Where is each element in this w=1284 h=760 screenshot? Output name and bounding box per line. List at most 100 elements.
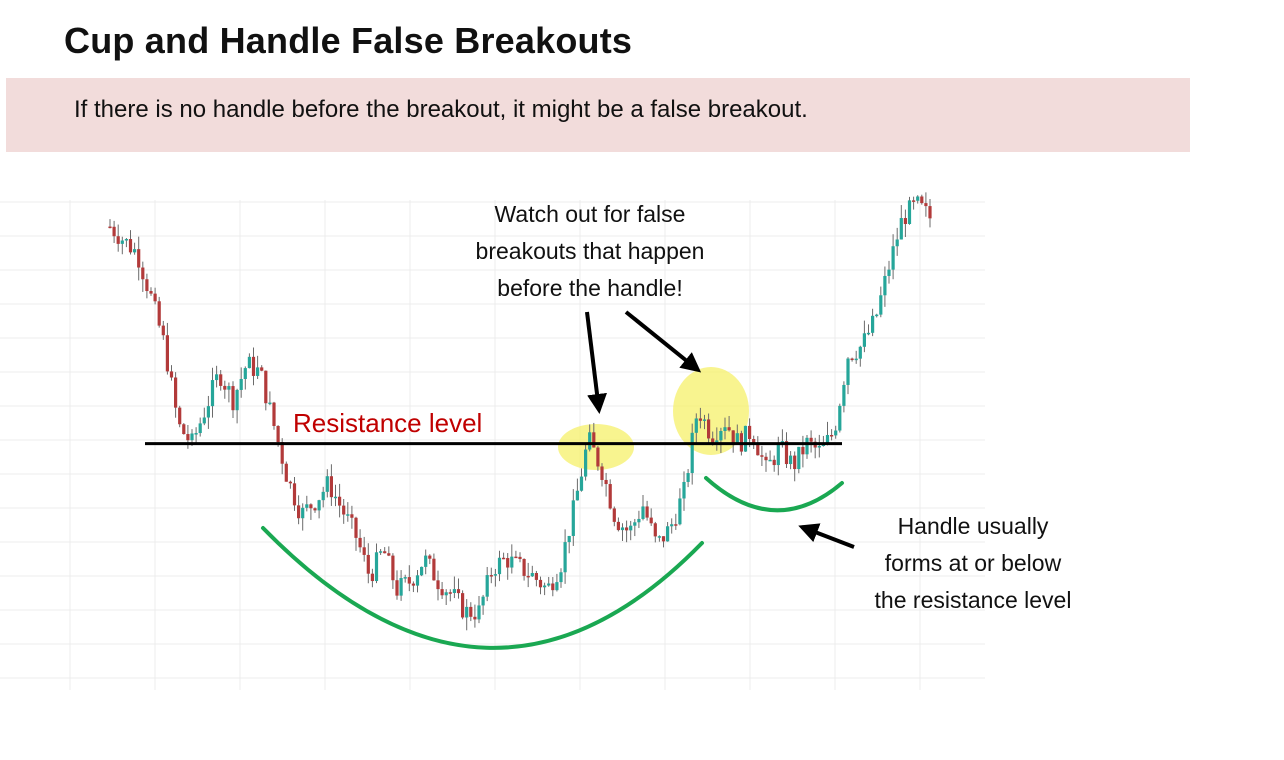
candle-body <box>247 356 251 369</box>
candle-body <box>239 378 243 390</box>
candle-body <box>895 239 899 247</box>
candle-body <box>403 577 407 579</box>
candle-body <box>916 196 920 201</box>
candle-body <box>354 517 358 538</box>
candle-body <box>653 523 657 537</box>
candle-body <box>428 555 432 559</box>
candle-body <box>670 524 674 527</box>
candle-body <box>772 459 776 466</box>
candle-body <box>268 402 272 405</box>
candle-body <box>789 455 793 465</box>
candle-body <box>817 446 821 448</box>
candle-body <box>879 295 883 315</box>
candle-body <box>698 418 702 421</box>
candle-body <box>567 535 571 543</box>
candle-body <box>157 301 161 326</box>
candle-body <box>854 358 858 361</box>
candle-body <box>690 432 694 474</box>
candle-body <box>288 481 292 484</box>
candle-body <box>883 275 887 296</box>
candle-body <box>555 582 559 591</box>
candle-body <box>547 583 551 586</box>
resistance-level-label: Resistance level <box>293 408 483 438</box>
candle-body <box>579 476 584 491</box>
candle-body <box>530 573 534 577</box>
candle-body <box>682 481 686 499</box>
candle-body <box>502 557 506 560</box>
candle-body <box>301 507 305 519</box>
candle-body <box>489 575 493 577</box>
candle-body <box>161 325 165 336</box>
candle-body <box>493 574 497 576</box>
candle-body <box>608 484 612 509</box>
candle-body <box>645 506 649 518</box>
candle-body <box>202 417 206 424</box>
candle-body <box>469 606 473 617</box>
candle-body <box>592 432 596 448</box>
candle-body <box>514 556 518 559</box>
candle-body <box>272 402 276 426</box>
candle-body <box>871 315 875 333</box>
candle-body <box>612 508 616 522</box>
candle-body <box>858 346 862 359</box>
candle-body <box>370 573 374 582</box>
false-breakout-note-line: Watch out for false <box>494 201 686 227</box>
candle-body <box>210 380 215 407</box>
candle-body <box>219 374 223 386</box>
candle-body <box>420 566 424 576</box>
candle-body <box>137 249 141 268</box>
candle-body <box>190 433 194 441</box>
candle-body <box>891 246 895 270</box>
candle-body <box>575 490 579 501</box>
handle-arc <box>704 476 844 513</box>
candle-body <box>128 239 133 253</box>
candle-body <box>112 226 116 237</box>
candle-body <box>534 573 538 580</box>
arrow-false-breakout-1 <box>585 311 607 414</box>
arrow-false-breakout-2 <box>624 310 702 373</box>
candle-body <box>625 527 629 531</box>
candle-body <box>452 589 456 593</box>
candle-body <box>432 558 436 581</box>
handle-note-line: the resistance level <box>874 587 1072 613</box>
candle-body <box>748 425 752 439</box>
candle-body <box>641 506 645 519</box>
candle-body <box>407 577 411 584</box>
candle-body <box>571 500 575 536</box>
candle-body <box>477 605 481 620</box>
candle-body <box>153 293 157 302</box>
candle-body <box>842 384 846 406</box>
candle-body <box>743 425 748 452</box>
candle-body <box>256 367 260 376</box>
candle-body <box>415 575 420 586</box>
candle-body <box>461 593 465 618</box>
false-breakout-highlight <box>558 424 634 470</box>
candle-body <box>481 596 485 606</box>
candle-body <box>305 504 309 508</box>
candle-body <box>329 476 333 498</box>
candle-body <box>830 434 834 437</box>
candle-body <box>756 442 760 456</box>
candle-body <box>715 440 719 443</box>
candle-body <box>235 389 239 411</box>
candle-body <box>448 592 452 594</box>
candle-body <box>784 441 789 465</box>
candle-body <box>325 476 329 492</box>
candle-body <box>231 386 235 411</box>
candle-body <box>387 553 391 556</box>
candle-body <box>711 438 715 443</box>
candle-body <box>124 239 128 241</box>
candle-body <box>313 508 317 511</box>
candle-body <box>776 444 780 466</box>
candle-body <box>538 579 543 588</box>
candle-body <box>563 542 567 573</box>
candle-body <box>604 479 608 485</box>
candle-body <box>362 547 366 555</box>
candle-body <box>723 427 727 431</box>
candle-body <box>661 536 666 542</box>
candle-body <box>436 580 440 590</box>
candle-body <box>850 358 854 361</box>
candle-body <box>551 583 555 591</box>
candle-body <box>194 433 198 435</box>
candle-body <box>678 498 682 525</box>
